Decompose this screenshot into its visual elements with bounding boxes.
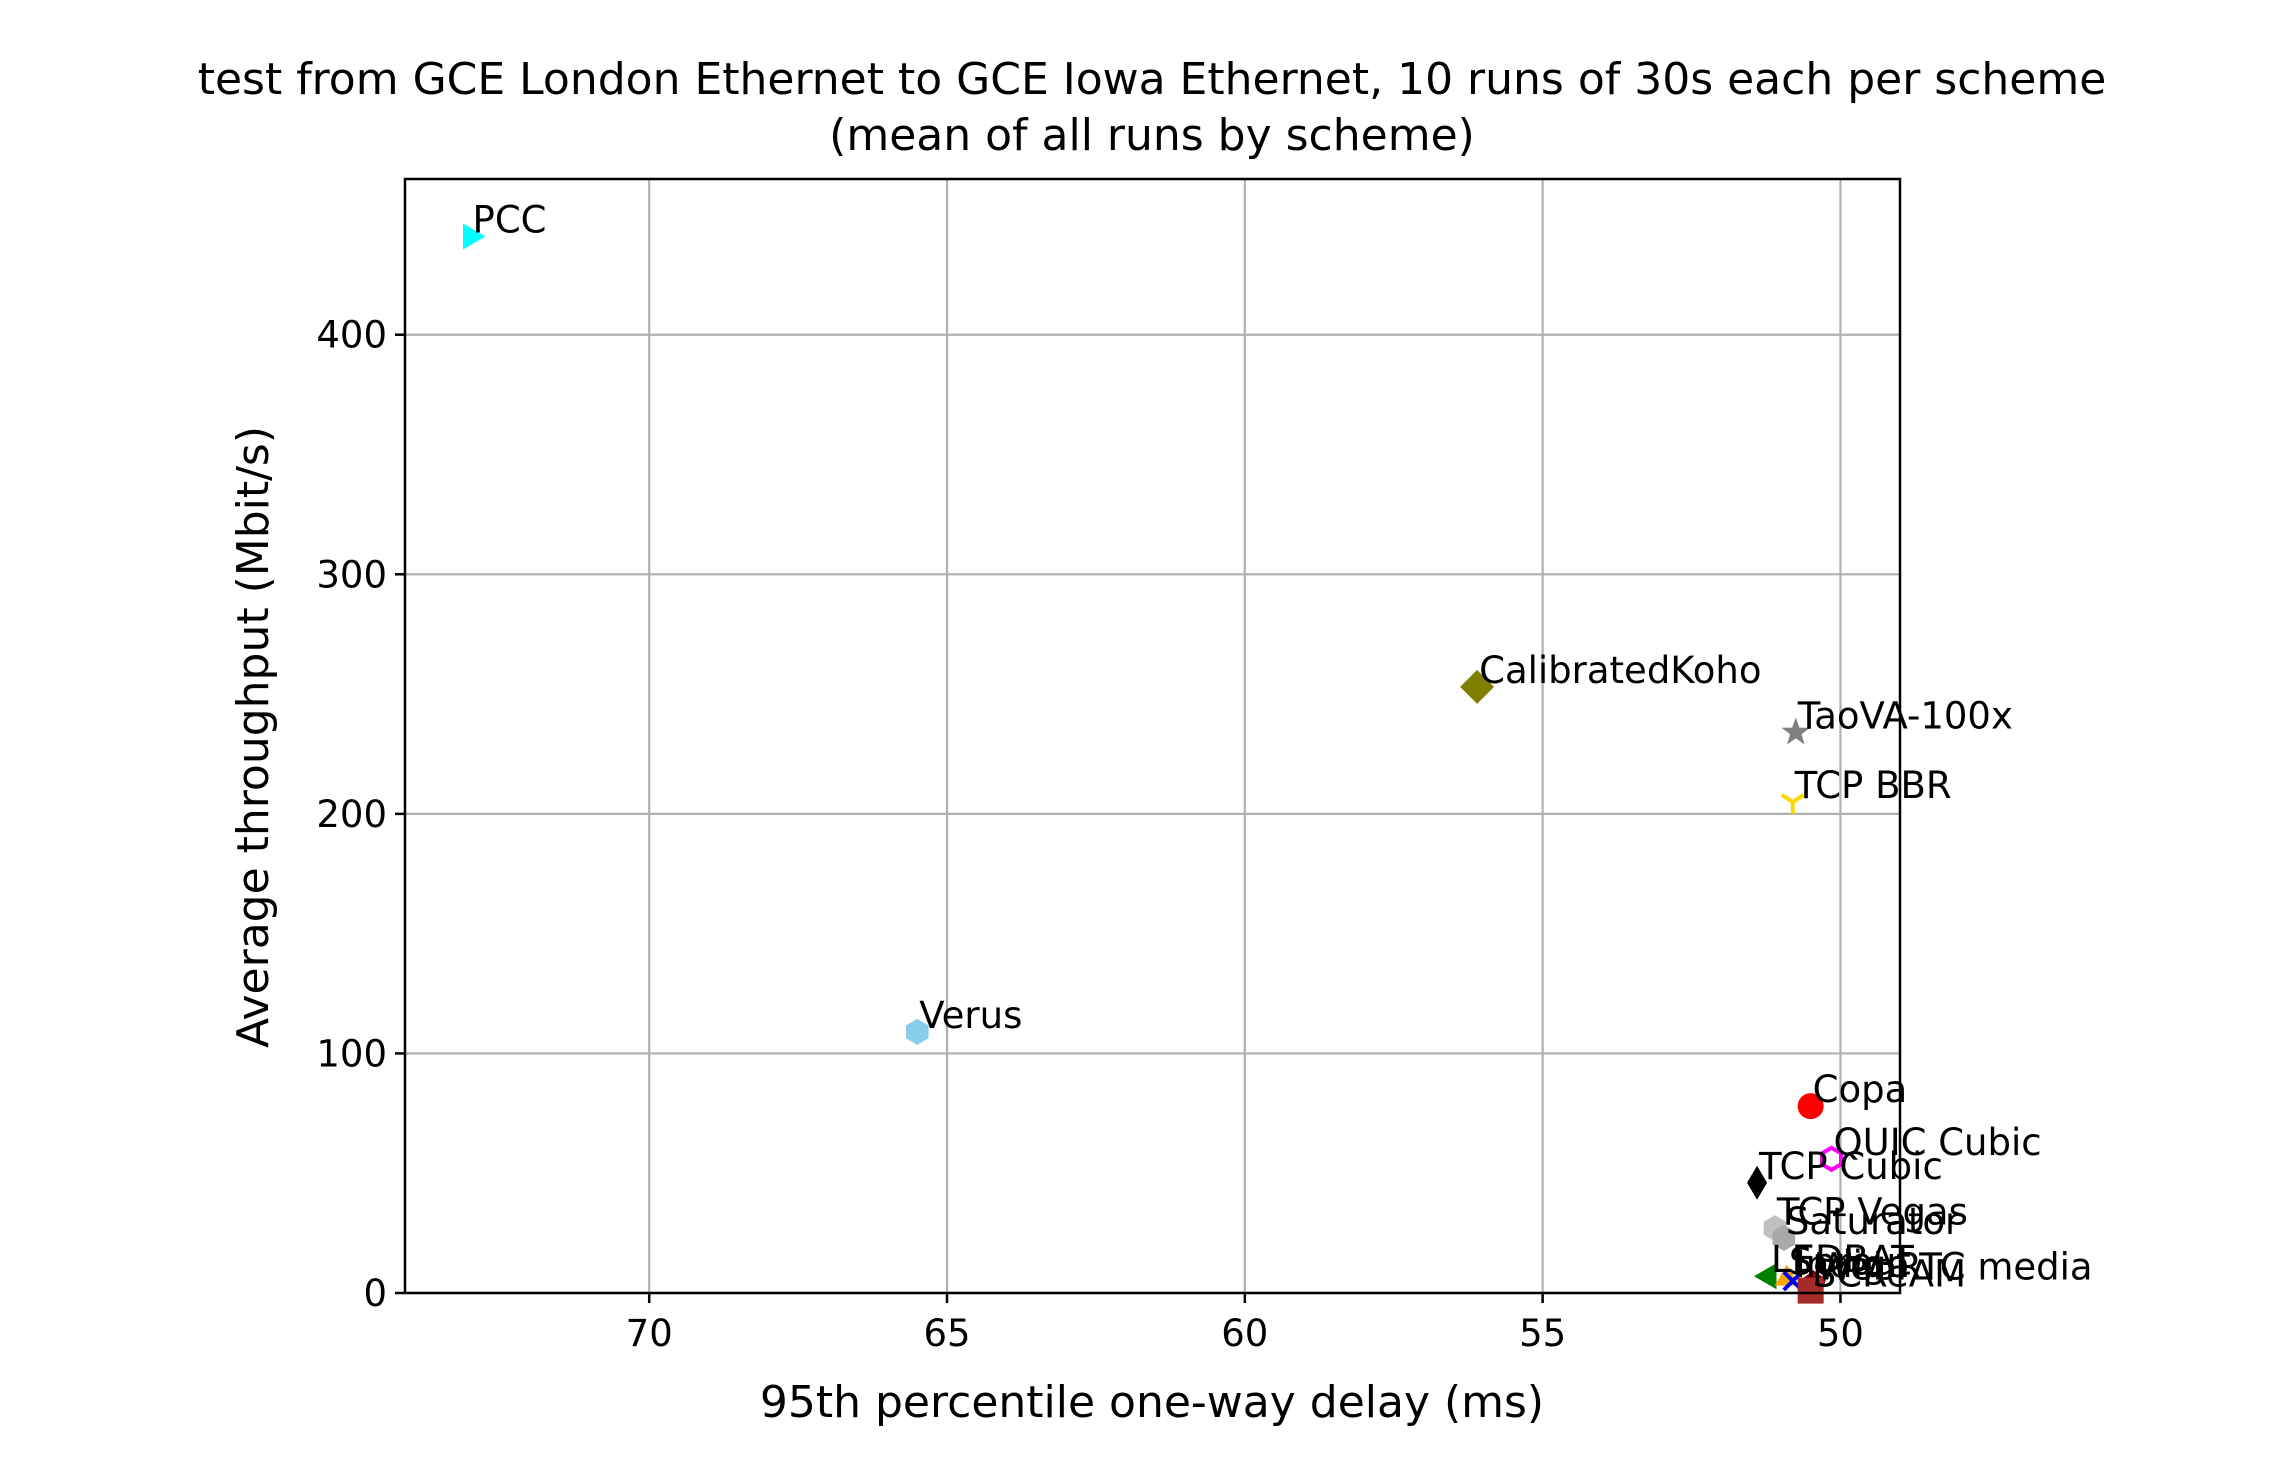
x-tick-label: 55 [1519,1312,1566,1355]
point-marker [1781,717,1810,745]
point-marker [1460,669,1495,704]
point-marker [906,1018,929,1045]
chart-title: test from GCE London Ethernet to GCE Iow… [198,54,2107,105]
x-tick-label: 65 [923,1312,970,1355]
data-points [463,223,1843,1304]
point-marker [1797,1277,1824,1304]
point-marker [463,223,486,250]
x-tick-label: 70 [626,1312,673,1355]
point-marker [1780,793,1805,814]
x-tick-label: 60 [1221,1312,1268,1355]
point-marker [1820,1145,1843,1173]
plot-frame [403,177,1902,1295]
point-label: TCP Vegas [1776,1190,1968,1233]
point-marker [1747,1165,1768,1200]
y-tick-label: 0 [363,1272,387,1315]
axis-ticks: 70 65 60 55 50 0 100 200 300 400 [316,314,1864,1355]
point-label: TCP Cubic [1758,1145,1943,1188]
grid-lines [405,179,1900,1295]
point-label: TaoVA-100x [1797,694,2013,737]
y-tick-label: 100 [316,1032,387,1075]
x-axis-label: 95th percentile one-way delay (ms) [760,1377,1544,1428]
point-label: Indigo [1795,1243,1909,1286]
chart-subtitle: (mean of all runs by scheme) [829,110,1475,161]
point-label: SCReAM [1813,1253,1966,1296]
point-marker [1797,1093,1824,1120]
point-label: PCC [473,198,547,241]
point-label: TCP BBR [1794,764,1952,807]
point-label: WebRTC media [1816,1245,2093,1288]
y-tick-label: 400 [316,314,387,357]
x-tick-label: 50 [1817,1312,1864,1355]
point-label: LEDBAT [1771,1238,1914,1281]
point-marker [1772,1224,1796,1251]
point-label: QUIC Cubic [1834,1121,2042,1164]
y-axis-label: Average throughput (Mbit/s) [228,426,279,1048]
y-tick-label: 200 [316,793,387,836]
point-label: Verus [919,994,1022,1037]
point-marker [1754,1263,1777,1290]
y-tick-label: 300 [316,553,387,596]
point-label: Saturator [1786,1200,1961,1243]
point-label: CalibratedKoho [1479,649,1761,692]
point-label: Sprout [1789,1241,1911,1284]
point-labels: PCC CalibratedKoho TaoVA-100x TCP BBR Verus C… [473,198,2093,1295]
point-label: Copa [1813,1068,1908,1111]
